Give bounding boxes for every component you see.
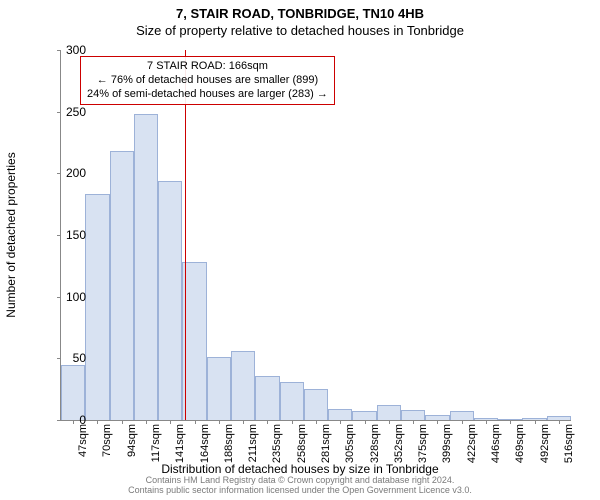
xtick-label: 352sqm [393, 424, 405, 463]
histogram-bar [110, 151, 134, 420]
xtick-mark [389, 420, 390, 424]
ytick-label: 150 [46, 228, 86, 242]
histogram-bar [255, 376, 279, 420]
callout-line: 7 STAIR ROAD: 166sqm [87, 60, 328, 74]
xtick-mark [122, 420, 123, 424]
histogram-bar [328, 409, 352, 420]
histogram-bar [231, 351, 255, 420]
xtick-label: 211sqm [247, 424, 259, 462]
histogram-bar [207, 357, 231, 420]
xtick-mark [413, 420, 414, 424]
xtick-mark [437, 420, 438, 424]
xtick-label: 141sqm [174, 424, 186, 463]
ytick-label: 250 [46, 105, 86, 119]
xtick-mark [195, 420, 196, 424]
reference-line [185, 50, 186, 420]
xtick-label: 281sqm [320, 424, 332, 463]
xtick-label: 375sqm [417, 424, 429, 463]
ytick-label: 50 [46, 351, 86, 365]
callout-line: 24% of semi-detached houses are larger (… [87, 88, 328, 102]
xtick-mark [146, 420, 147, 424]
xtick-mark [340, 420, 341, 424]
histogram-bar [352, 411, 376, 420]
histogram-bar [182, 262, 206, 420]
histogram-bar [158, 181, 182, 420]
xtick-mark [559, 420, 560, 424]
attribution-text: Contains HM Land Registry data © Crown c… [0, 476, 600, 496]
xtick-label: 492sqm [539, 424, 551, 463]
xtick-label: 305sqm [344, 424, 356, 463]
xtick-mark [316, 420, 317, 424]
histogram-bar [377, 405, 401, 420]
xtick-mark [243, 420, 244, 424]
xtick-label: 422sqm [466, 424, 478, 463]
xtick-mark [510, 420, 511, 424]
histogram-bar [304, 389, 328, 420]
y-axis-label: Number of detached properties [4, 152, 18, 317]
histogram-bar [280, 382, 304, 420]
xtick-label: 328sqm [369, 424, 381, 463]
xtick-label: 94sqm [126, 424, 138, 457]
ytick-label: 100 [46, 290, 86, 304]
xtick-mark [365, 420, 366, 424]
histogram-bar [401, 410, 425, 420]
chart-title: 7, STAIR ROAD, TONBRIDGE, TN10 4HB [0, 0, 600, 21]
x-axis-label: Distribution of detached houses by size … [0, 462, 600, 476]
attribution-line: Contains public sector information licen… [0, 486, 600, 496]
xtick-label: 70sqm [101, 424, 113, 457]
xtick-label: 117sqm [150, 424, 162, 462]
histogram-bar [450, 411, 474, 420]
callout-line: ← 76% of detached houses are smaller (89… [87, 74, 328, 88]
callout-box: 7 STAIR ROAD: 166sqm← 76% of detached ho… [80, 56, 335, 105]
xtick-label: 469sqm [514, 424, 526, 463]
ytick-label: 0 [46, 413, 86, 427]
xtick-mark [219, 420, 220, 424]
chart-subtitle: Size of property relative to detached ho… [0, 21, 600, 38]
xtick-label: 446sqm [490, 424, 502, 463]
xtick-label: 47sqm [77, 424, 89, 457]
histogram-bar [85, 194, 109, 420]
histogram-bar [61, 365, 85, 421]
xtick-label: 516sqm [563, 424, 575, 463]
xtick-mark [97, 420, 98, 424]
histogram-bar [134, 114, 158, 420]
xtick-mark [170, 420, 171, 424]
xtick-mark [292, 420, 293, 424]
plot-region: 47sqm70sqm94sqm117sqm141sqm164sqm188sqm2… [60, 50, 571, 421]
ytick-label: 300 [46, 43, 86, 57]
xtick-label: 399sqm [441, 424, 453, 463]
xtick-label: 258sqm [296, 424, 308, 463]
xtick-mark [462, 420, 463, 424]
xtick-mark [486, 420, 487, 424]
xtick-label: 188sqm [223, 424, 235, 463]
chart-area: 47sqm70sqm94sqm117sqm141sqm164sqm188sqm2… [60, 50, 570, 420]
ytick-label: 200 [46, 166, 86, 180]
xtick-mark [267, 420, 268, 424]
xtick-label: 235sqm [271, 424, 283, 463]
xtick-mark [535, 420, 536, 424]
xtick-label: 164sqm [199, 424, 211, 463]
